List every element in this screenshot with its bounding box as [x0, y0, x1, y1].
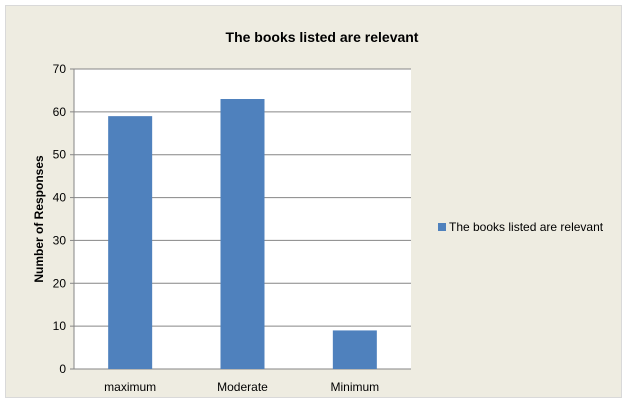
y-tick-label: 70	[53, 62, 67, 76]
bar-minimum	[332, 330, 377, 369]
legend: The books listed are relevant	[438, 220, 604, 234]
x-tick-label: Moderate	[217, 380, 268, 394]
legend-entry: The books listed are relevant	[449, 220, 604, 234]
x-tick-labels: maximum Moderate Minimum	[104, 380, 379, 394]
y-tick-labels: 0 10 20 30 40 50 60 70	[53, 62, 67, 376]
y-tick-label: 30	[53, 233, 67, 247]
y-tick-label: 40	[53, 191, 67, 205]
bar-moderate	[220, 99, 265, 369]
y-tick-label: 60	[53, 105, 67, 119]
y-tick-label: 20	[53, 276, 67, 290]
y-tick-label: 0	[59, 362, 66, 376]
y-axis-label: Number of Responses	[32, 155, 46, 283]
bars	[108, 99, 377, 370]
x-tick-label: Minimum	[330, 380, 379, 394]
legend-swatch	[438, 223, 446, 231]
y-tick-label: 50	[53, 148, 67, 162]
bar-maximum	[108, 116, 153, 370]
chart-title: The books listed are relevant	[226, 29, 419, 45]
x-tick-label: maximum	[104, 380, 156, 394]
y-tick-label: 10	[53, 319, 67, 333]
